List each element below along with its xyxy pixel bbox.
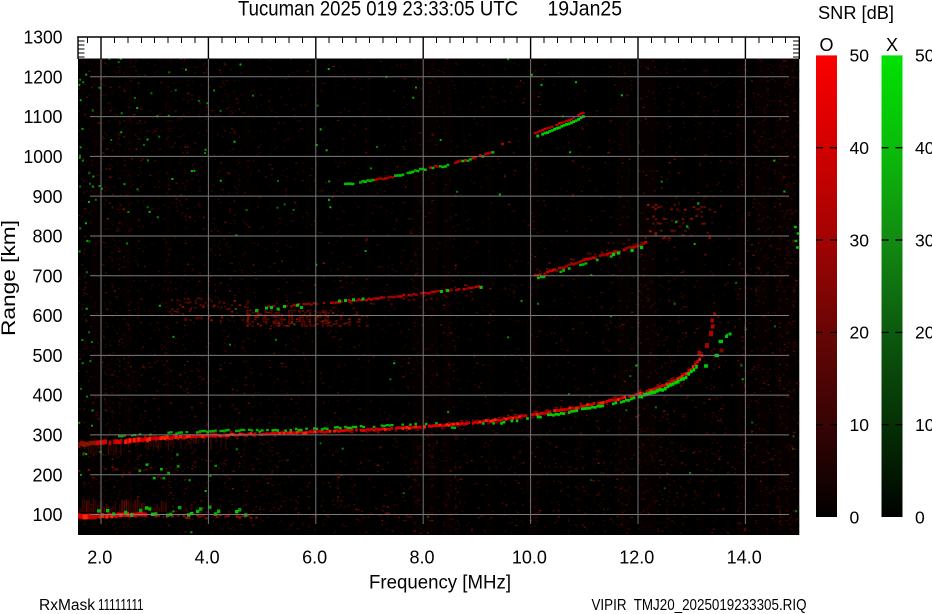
svg-text:X: X (886, 35, 898, 55)
svg-text:10: 10 (915, 415, 932, 435)
svg-text:Range [km]: Range [km] (0, 220, 20, 336)
svg-text:8.0: 8.0 (409, 548, 434, 568)
svg-text:1200: 1200 (24, 67, 63, 87)
svg-text:10.0: 10.0 (512, 548, 547, 568)
svg-text:0: 0 (915, 507, 925, 527)
svg-text:30: 30 (915, 230, 932, 250)
svg-text:400: 400 (33, 386, 63, 406)
svg-text:O: O (819, 35, 833, 55)
svg-text:100: 100 (33, 505, 63, 525)
svg-text:800: 800 (33, 227, 63, 247)
svg-text:200: 200 (33, 465, 63, 485)
svg-text:10: 10 (850, 415, 870, 435)
svg-text:14.0: 14.0 (727, 548, 762, 568)
svg-text:12.0: 12.0 (619, 548, 654, 568)
svg-text:900: 900 (33, 187, 63, 207)
svg-text:700: 700 (33, 266, 63, 286)
svg-text:4.0: 4.0 (195, 548, 220, 568)
svg-text:VIPIR TMJ20_2025019233305.RIQ: VIPIR TMJ20_2025019233305.RIQ (592, 597, 807, 614)
svg-text:40: 40 (915, 138, 932, 158)
svg-text:500: 500 (33, 346, 63, 366)
svg-text:1100: 1100 (24, 107, 63, 127)
svg-text:30: 30 (850, 230, 870, 250)
svg-text:20: 20 (850, 323, 870, 343)
svg-text:6.0: 6.0 (302, 548, 327, 568)
svg-text:11111111: 11111111 (98, 597, 144, 614)
svg-text:SNR [dB]: SNR [dB] (818, 3, 894, 23)
svg-text:RxMask: RxMask (39, 597, 95, 614)
svg-text:20: 20 (915, 323, 932, 343)
svg-text:50: 50 (915, 46, 932, 66)
svg-text:1300: 1300 (24, 28, 63, 48)
svg-text:300: 300 (33, 426, 63, 446)
svg-text:Frequency [MHz]: Frequency [MHz] (369, 573, 511, 594)
svg-text:600: 600 (33, 306, 63, 326)
svg-text:40: 40 (850, 138, 870, 158)
svg-text:19Jan25: 19Jan25 (548, 0, 623, 21)
svg-text:0: 0 (850, 507, 860, 527)
svg-text:2.0: 2.0 (87, 548, 112, 568)
svg-text:50: 50 (850, 46, 870, 66)
svg-text:1000: 1000 (24, 147, 63, 167)
svg-text:Tucuman 2025 019 23:33:05 UTC: Tucuman 2025 019 23:33:05 UTC (238, 0, 518, 21)
